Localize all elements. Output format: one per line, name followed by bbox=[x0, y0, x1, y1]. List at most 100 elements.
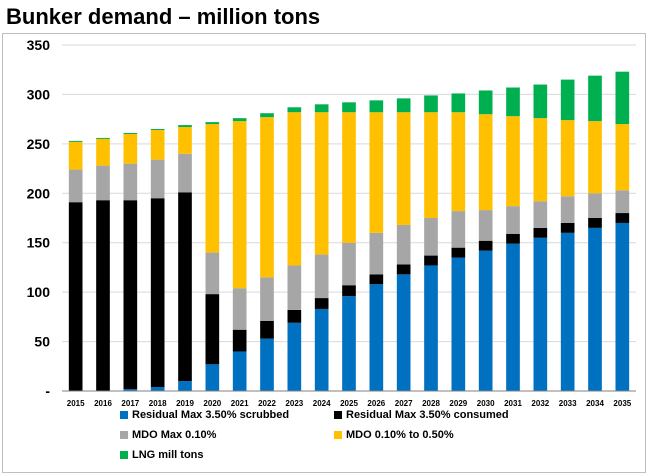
bar-segment bbox=[369, 274, 384, 285]
x-tick-label: 2028 bbox=[422, 399, 440, 408]
y-tick-label: 250 bbox=[27, 136, 51, 152]
bar-segment bbox=[424, 95, 438, 113]
legend-item-residual-consumed: Residual Max 3.50% consumed bbox=[334, 409, 509, 421]
bar-segment bbox=[342, 285, 356, 297]
bar-segment bbox=[178, 125, 192, 128]
x-tick-label: 2020 bbox=[203, 399, 221, 408]
bar-segment bbox=[396, 224, 411, 265]
bar-segment bbox=[232, 118, 247, 122]
bar-segment bbox=[533, 118, 548, 202]
x-tick-label: 2019 bbox=[176, 399, 194, 408]
bar-segment bbox=[314, 112, 329, 255]
bar-segment bbox=[560, 232, 575, 391]
bar-segment bbox=[533, 84, 548, 119]
bar-segment bbox=[232, 351, 247, 391]
bar-segment bbox=[178, 381, 192, 391]
bar-segment bbox=[615, 124, 630, 191]
bar-segment bbox=[478, 90, 493, 115]
bar-segment bbox=[369, 100, 384, 113]
bar-segment bbox=[260, 338, 274, 391]
y-tick-label: 50 bbox=[34, 334, 50, 350]
bar-segment bbox=[369, 112, 384, 233]
bar-segment bbox=[560, 196, 575, 223]
bar-segment bbox=[342, 112, 356, 243]
bar-segment bbox=[342, 102, 356, 113]
x-tick-label: 2021 bbox=[231, 399, 249, 408]
x-tick-label: 2016 bbox=[94, 399, 112, 408]
y-tick-label: 200 bbox=[27, 185, 51, 201]
bar-segment bbox=[560, 79, 575, 121]
bar-segment bbox=[232, 121, 247, 289]
bar-segment bbox=[150, 387, 165, 391]
x-tick-label: 2031 bbox=[504, 399, 522, 408]
bar-segment bbox=[68, 169, 83, 203]
legend-item-residual-scrubbed: Residual Max 3.50% scrubbed bbox=[120, 409, 289, 421]
bar-segment bbox=[478, 240, 493, 251]
bar-segment bbox=[396, 112, 411, 225]
x-tick-label: 2029 bbox=[449, 399, 467, 408]
legend-item-mdo-max: MDO Max 0.10% bbox=[120, 429, 216, 441]
bar-segment bbox=[615, 190, 630, 214]
bar-segment bbox=[615, 71, 630, 125]
chart-frame bbox=[2, 33, 646, 473]
x-tick-label: 2033 bbox=[559, 399, 577, 408]
bar-segment bbox=[588, 121, 602, 194]
bar-segment bbox=[96, 138, 110, 166]
bar-segment bbox=[451, 112, 466, 212]
legend-label: LNG mill tons bbox=[132, 449, 204, 461]
x-tick-label: 2024 bbox=[313, 399, 331, 408]
legend-label: Residual Max 3.50% consumed bbox=[346, 409, 509, 421]
bar-segment bbox=[533, 227, 548, 238]
y-tick-label: 300 bbox=[27, 86, 51, 102]
bar-segment bbox=[560, 120, 575, 197]
bar-segment bbox=[150, 159, 165, 199]
bar-segment bbox=[260, 320, 274, 339]
legend-swatch bbox=[120, 431, 128, 439]
y-axis-tick-labels: - 50 100 150 200 250 300 350 bbox=[27, 37, 51, 399]
y-tick-label: 350 bbox=[27, 37, 51, 53]
bar-segment bbox=[588, 218, 602, 228]
bar-segment bbox=[96, 137, 110, 139]
bar-segment bbox=[314, 104, 329, 113]
bar-segment bbox=[150, 130, 165, 160]
bar-segment bbox=[260, 277, 274, 321]
bar-segment bbox=[424, 112, 438, 218]
x-tick-label: 2027 bbox=[395, 399, 413, 408]
bar-segment bbox=[506, 206, 520, 234]
bar-segment bbox=[123, 163, 138, 201]
x-tick-label: 2025 bbox=[340, 399, 358, 408]
bar-segment bbox=[260, 117, 274, 278]
bar-segment bbox=[588, 75, 602, 122]
bar-segment bbox=[506, 87, 520, 117]
x-tick-label: 2030 bbox=[477, 399, 495, 408]
bar-segment bbox=[205, 252, 220, 295]
x-tick-label: 2034 bbox=[586, 399, 604, 408]
x-axis-tick-labels: 2015 2016 2017 2018 2019 2020 2021 2022 2023 2024… bbox=[67, 399, 632, 408]
bar-segment bbox=[287, 107, 302, 113]
bar-segment bbox=[342, 242, 356, 286]
x-tick-label: 2026 bbox=[367, 399, 385, 408]
bar-segment bbox=[533, 201, 548, 228]
x-tick-label: 2017 bbox=[121, 399, 139, 408]
bar-segment bbox=[396, 274, 411, 391]
bar-segment bbox=[451, 93, 466, 113]
bar-segment bbox=[260, 113, 274, 118]
bar-segment bbox=[615, 222, 630, 391]
bar-segment bbox=[178, 192, 192, 382]
bar-segment bbox=[232, 329, 247, 352]
bar-segment bbox=[396, 264, 411, 275]
bar-segment bbox=[287, 322, 302, 391]
bar-stacks bbox=[68, 71, 630, 391]
y-tick-label: - bbox=[45, 383, 50, 399]
bar-segment bbox=[424, 265, 438, 391]
bar-segment bbox=[533, 237, 548, 391]
bar-segment bbox=[369, 284, 384, 391]
bar-segment bbox=[96, 200, 110, 391]
chart-title: Bunker demand – million tons bbox=[6, 4, 321, 29]
legend-swatch bbox=[120, 451, 128, 459]
bar-segment bbox=[342, 296, 356, 391]
bar-segment bbox=[506, 116, 520, 207]
y-tick-label: 100 bbox=[27, 284, 51, 300]
bar-segment bbox=[205, 294, 220, 365]
